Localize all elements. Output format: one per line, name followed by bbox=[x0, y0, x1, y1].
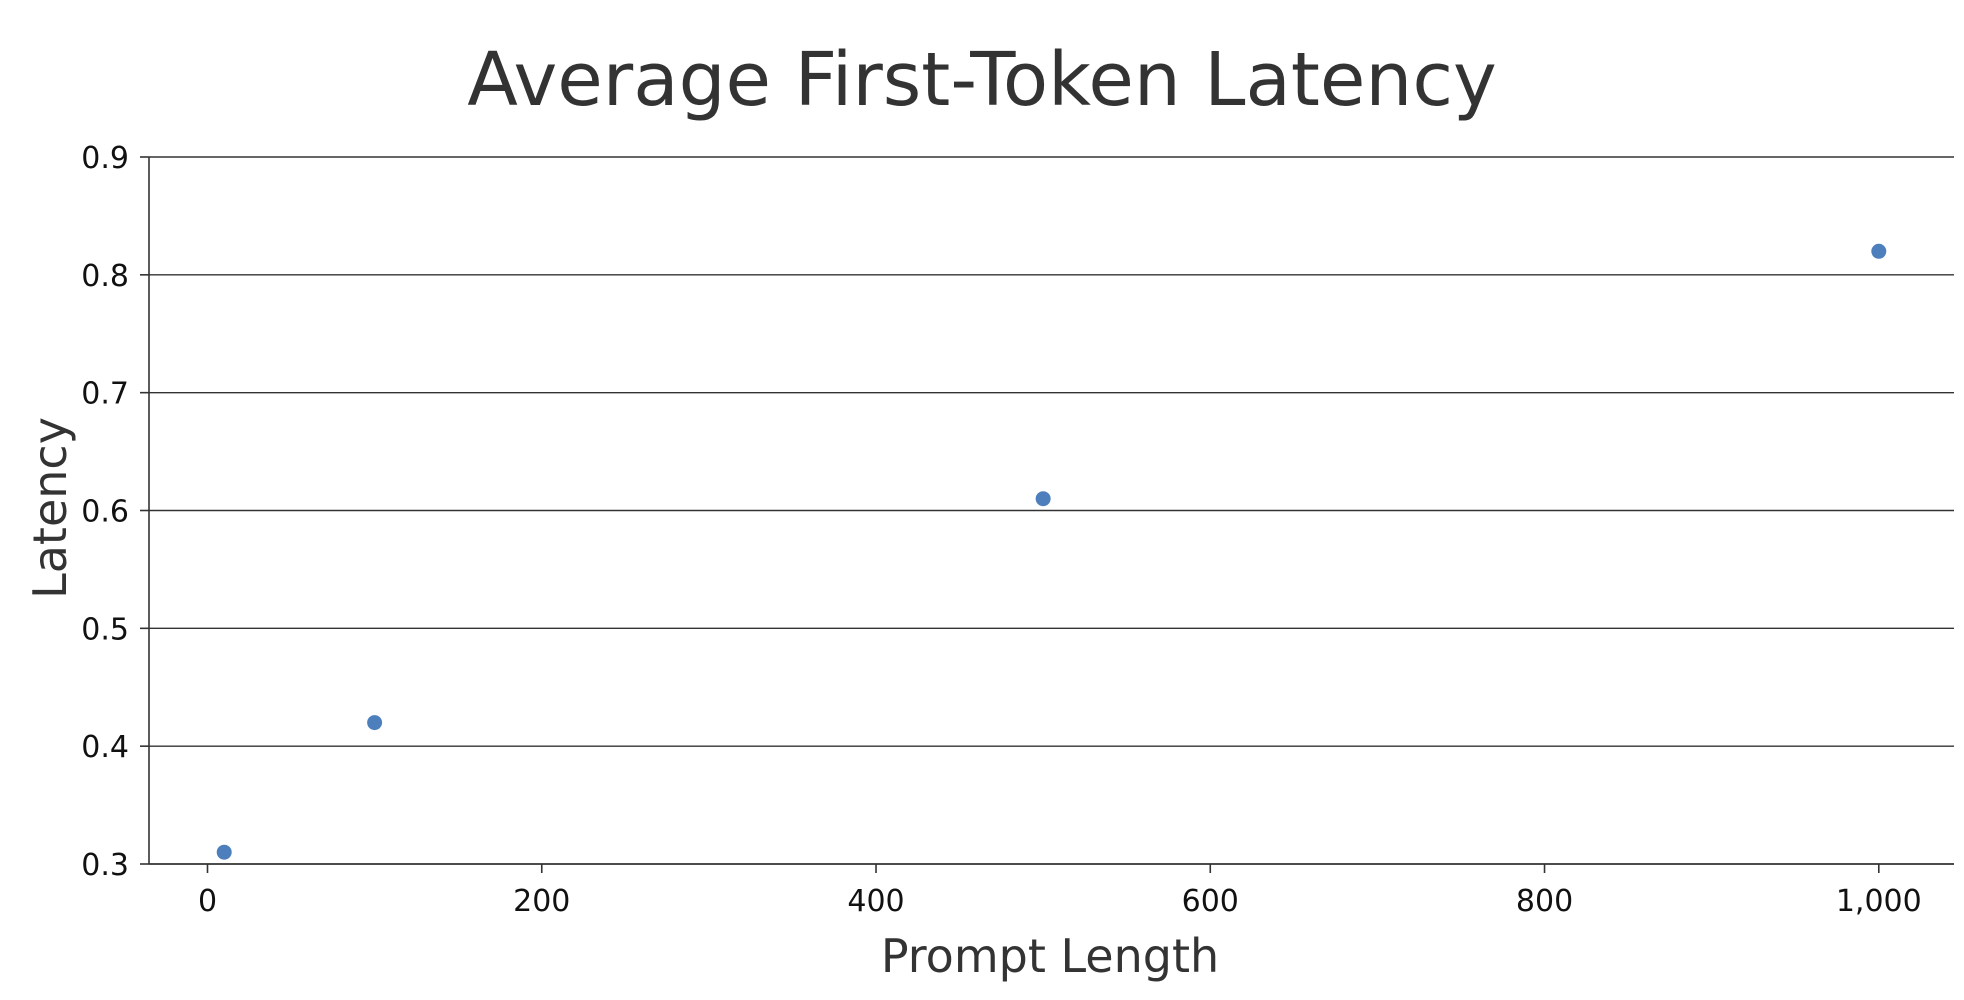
y-tick-label: 0.4 bbox=[81, 730, 129, 765]
x-tick-label: 400 bbox=[847, 884, 904, 919]
y-tick-label: 0.3 bbox=[81, 848, 129, 883]
y-tick-label: 0.7 bbox=[81, 377, 129, 412]
data-point bbox=[1871, 243, 1887, 259]
y-tick-label: 0.5 bbox=[81, 612, 129, 647]
gridlines bbox=[149, 156, 1954, 865]
data-point bbox=[367, 715, 383, 731]
chart-title: Average First-Token Latency bbox=[467, 37, 1497, 123]
axes bbox=[140, 156, 1954, 873]
x-tick-label: 200 bbox=[513, 884, 570, 919]
x-axis-label: Prompt Length bbox=[881, 929, 1219, 983]
data-points bbox=[216, 243, 1887, 860]
x-tick-label: 1,000 bbox=[1836, 884, 1922, 919]
y-axis-label: Latency bbox=[23, 417, 77, 599]
y-tick-label: 0.8 bbox=[81, 259, 129, 294]
y-tick-label: 0.6 bbox=[81, 495, 129, 530]
tick-labels: 0.3 0.4 0.5 0.6 0.7 0.8 0.9 0 200 400 600 800 1,000 bbox=[81, 141, 1921, 919]
data-point bbox=[216, 844, 232, 860]
data-point bbox=[1035, 491, 1051, 507]
x-tick-label: 800 bbox=[1516, 884, 1573, 919]
y-tick-label: 0.9 bbox=[81, 141, 129, 176]
x-tick-label: 0 bbox=[198, 884, 217, 919]
x-tick-label: 600 bbox=[1182, 884, 1239, 919]
